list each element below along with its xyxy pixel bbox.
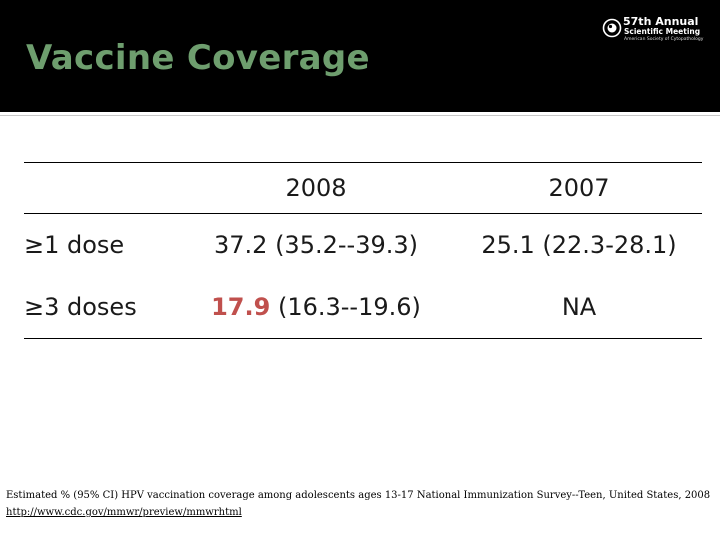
logo-line-1: 57th Annual	[623, 15, 699, 28]
row-label: ≥3 doses	[24, 293, 137, 321]
header-cell-empty	[24, 163, 176, 214]
logo-line-2: Scientific Meeting	[624, 27, 701, 36]
header-divider	[0, 115, 720, 116]
cell-2008: 37.2 (35.2--39.3)	[214, 231, 418, 259]
table-row: ≥1 dose 37.2 (35.2--39.3) 25.1 (22.3-28.…	[24, 214, 702, 277]
coverage-table: 2008 2007 ≥1 dose 37.2 (35.2--39.3) 25.1…	[24, 162, 702, 339]
header-cell-2008: 2008	[285, 174, 347, 202]
meeting-logo: 57th Annual Scientific Meeting American …	[602, 14, 714, 44]
row-label: ≥1 dose	[24, 231, 125, 259]
slide-title: Vaccine Coverage	[26, 38, 370, 78]
header-cell-2007: 2007	[548, 174, 610, 202]
table-row: ≥3 doses 17.9 (16.3--19.6) NA	[24, 276, 702, 339]
cell-2007: NA	[561, 293, 597, 321]
cell-2008: 17.9 (16.3--19.6)	[176, 276, 456, 339]
footnote: Estimated % (95% CI) HPV vaccination cov…	[6, 490, 711, 501]
confidence-interval: (16.3--19.6)	[277, 293, 421, 321]
logo-line-3: American Society of Cytopathology	[624, 37, 704, 42]
highlight-value: 17.9	[211, 293, 271, 321]
source-link[interactable]: http://www.cdc.gov/mmwr/preview/mmwrhtml	[6, 507, 242, 518]
meeting-logo-icon	[602, 18, 622, 38]
cell-2007: 25.1 (22.3-28.1)	[481, 231, 677, 259]
slide-header: Vaccine Coverage 57th Annual Scientific …	[0, 0, 720, 112]
table-header-row: 2008 2007	[24, 162, 702, 214]
